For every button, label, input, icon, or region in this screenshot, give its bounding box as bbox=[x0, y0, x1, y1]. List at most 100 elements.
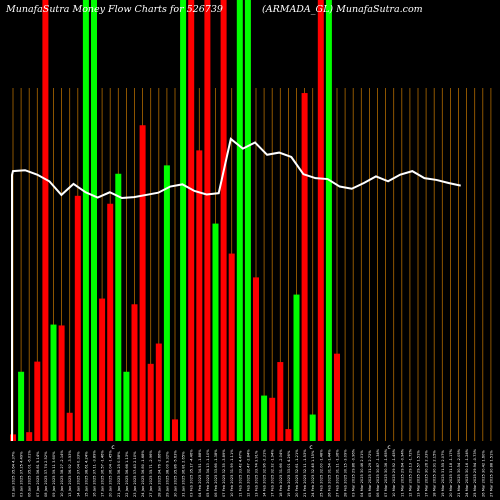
x-tick-label: 24 Feb 2025 32.48 1.15% bbox=[311, 450, 315, 497]
x-tick-label: 07 Feb 2025 32.35 -3.89% bbox=[222, 449, 226, 497]
x-tick-label: 17 Mar 2025 30.26 2.33% bbox=[425, 450, 429, 497]
x-tick-label: 18 Mar 2025 30.91 2.15% bbox=[433, 450, 437, 497]
x-tick-label: 08 Jan 2025 37.74 2.52% bbox=[44, 451, 48, 497]
x-tick-label: 20 Mar 2025 31.18 -1.17% bbox=[449, 448, 453, 497]
price-line bbox=[11, 137, 461, 441]
chart-subtitle: (ARMADA_GL) MunafaSutra.com bbox=[262, 4, 423, 15]
x-tick-label: 13 Feb 2025 33.74 3.91% bbox=[255, 450, 259, 497]
x-tick-label: 26 Feb 2025 31.54 -1.44% bbox=[327, 449, 331, 497]
x-tick-label: 06 Feb 2025 33.66 -1.38% bbox=[214, 449, 218, 497]
chart-title: MunafaSutra Money Flow Charts for 526739 bbox=[5, 4, 223, 15]
money-flow-bar bbox=[66, 412, 73, 441]
money-flow-bar bbox=[301, 93, 308, 442]
x-tick-label: 21 Feb 2025 32.11 -1.53% bbox=[303, 449, 307, 497]
x-tick-label: 05 Mar 2025 31.29 2.72% bbox=[368, 450, 372, 497]
money-flow-bar bbox=[228, 253, 235, 441]
money-flow-bars bbox=[10, 0, 340, 442]
x-tick-label: 19 Feb 2025 33.01 4.26% bbox=[287, 450, 291, 497]
x-tick-label: 21 Jan 2025 36.25 0.58% bbox=[117, 451, 121, 497]
x-tick-label: 20 Jan 2025 36.04 -1.45% bbox=[109, 450, 113, 497]
money-flow-bar bbox=[188, 0, 195, 441]
money-flow-bar bbox=[42, 0, 49, 441]
money-flow-bar bbox=[212, 223, 219, 441]
money-flow-bar bbox=[317, 0, 324, 441]
x-tick-label: 29 Jan 2025 38.00 9.32% bbox=[165, 451, 169, 497]
x-tick-label: 19 Mar 2025 31.55 2.07% bbox=[441, 450, 445, 497]
x-tick-label: 07 Mar 2025 30.36 -1.65% bbox=[384, 448, 388, 497]
money-flow-bar bbox=[155, 343, 162, 441]
money-flow-bar bbox=[34, 361, 41, 441]
money-flow-bar bbox=[334, 353, 340, 441]
x-tick-label: 27 Feb 2025 31.11 -1.36% bbox=[336, 449, 340, 497]
money-flow-bar bbox=[253, 277, 259, 441]
axis-marker: c bbox=[111, 444, 114, 451]
x-tick-label: 09 Jan 2025 39.11 3.60% bbox=[52, 451, 56, 497]
x-tick-label: 12 Feb 2025 32.47 -2.84% bbox=[246, 449, 250, 497]
money-flow-bar bbox=[236, 0, 243, 441]
money-flow-bar bbox=[293, 294, 300, 441]
x-tick-label: 07 Jan 2025 36.81 5.14% bbox=[36, 451, 40, 497]
x-tick-label: 13 Jan 2025 36.92 -3.53% bbox=[68, 450, 72, 497]
x-tick-label: 10 Feb 2025 31.99 -1.11% bbox=[230, 449, 234, 497]
x-tick-label: 06 Jan 2025 35.01 -6.01% bbox=[28, 450, 32, 497]
money-flow-bar bbox=[115, 173, 122, 441]
x-tick-label: 15 Jan 2025 38.61 4.24% bbox=[84, 451, 88, 497]
money-flow-bar bbox=[123, 371, 130, 441]
x-tick-label: 24 Mar 2025 30.16 -1.24% bbox=[465, 448, 469, 497]
money-flow-bar bbox=[147, 363, 154, 441]
x-tick-label: 04 Mar 2025 30.46 2.01% bbox=[360, 450, 364, 497]
x-tick-label: 25 Feb 2025 32.00 -1.48% bbox=[319, 449, 323, 497]
x-tick-label: 10 Mar 2025 29.92 -1.45% bbox=[392, 448, 396, 497]
money-flow-bar bbox=[131, 304, 138, 441]
x-tick-label: 24 Jan 2025 36.80 -1.68% bbox=[141, 450, 145, 497]
x-tick-label: 03 Mar 2025 29.86 -0.96% bbox=[352, 448, 356, 497]
money-flow-bar bbox=[309, 414, 316, 441]
x-tick-label: 10 Jan 2025 38.27 -2.14% bbox=[60, 450, 64, 497]
price-line-layer bbox=[11, 137, 461, 441]
x-tick-label: 28 Feb 2025 30.15 -3.09% bbox=[344, 449, 348, 497]
money-flow-bar bbox=[180, 0, 187, 441]
x-tick-label: 21 Mar 2025 30.54 -2.05% bbox=[457, 448, 461, 497]
money-flow-bar bbox=[50, 324, 57, 441]
money-flow-bar bbox=[269, 397, 276, 441]
money-flow-bar bbox=[139, 125, 146, 441]
x-tick-label: 22 Jan 2025 36.66 1.13% bbox=[125, 451, 129, 497]
x-tick-label: 18 Feb 2025 31.66 -2.04% bbox=[279, 449, 283, 497]
money-flow-bar bbox=[220, 0, 227, 441]
x-tick-label: 30 Jan 2025 35.86 -5.63% bbox=[174, 450, 178, 497]
axis-marker: c bbox=[387, 444, 390, 451]
money-flow-bar bbox=[277, 362, 284, 441]
x-tick-label: 27 Mar 2025 30.88 1.51% bbox=[489, 450, 493, 497]
money-flow-bar bbox=[99, 298, 106, 441]
money-flow-bar bbox=[172, 419, 178, 441]
x-tick-label: 04 Feb 2025 34.51 -1.88% bbox=[198, 449, 202, 497]
money-flow-bar bbox=[325, 0, 332, 441]
x-tick-label: 05 Feb 2025 34.13 -1.10% bbox=[206, 449, 210, 497]
x-tick-label: 14 Jan 2025 37.04 0.33% bbox=[76, 451, 80, 497]
x-tick-label: 02 Jan 2025 35.64 4.37% bbox=[12, 451, 16, 497]
money-flow-bar bbox=[82, 0, 89, 441]
x-tick-label: 13 Mar 2025 29.57 1.51% bbox=[417, 450, 421, 497]
x-tick-label: 31 Jan 2025 36.81 2.65% bbox=[182, 451, 186, 497]
x-tick-label: 27 Jan 2025 35.71 -2.96% bbox=[149, 450, 153, 497]
money-flow-bar bbox=[163, 165, 170, 441]
money-flow-bar bbox=[58, 325, 65, 441]
money-flow-bar bbox=[74, 195, 81, 441]
x-tick-label: 26 Mar 2025 30.42 1.60% bbox=[481, 450, 485, 497]
money-flow-bar bbox=[261, 395, 268, 441]
x-tick-label: 11 Mar 2025 29.64 -0.94% bbox=[400, 448, 404, 497]
x-tick-label: 03 Feb 2025 35.17 -4.46% bbox=[190, 449, 194, 497]
axis-marker: c bbox=[309, 444, 312, 451]
money-flow-bar bbox=[204, 0, 211, 441]
x-tick-label: 12 Mar 2025 29.13 -1.72% bbox=[408, 448, 412, 497]
x-tick-label: 25 Mar 2025 29.94 -0.73% bbox=[473, 448, 477, 497]
x-tick-label: 14 Feb 2025 32.96 -2.31% bbox=[263, 449, 267, 497]
money-flow-bar bbox=[107, 203, 114, 441]
x-tick-label: 17 Feb 2025 32.32 -1.94% bbox=[271, 449, 275, 497]
money-flow-bar bbox=[244, 0, 251, 441]
x-tick-label: 06 Mar 2025 30.87 -1.34% bbox=[376, 448, 380, 497]
x-tick-label: 17 Jan 2025 36.57 -1.46% bbox=[101, 450, 105, 497]
x-tick-label: 03 Jan 2025 37.25 4.49% bbox=[20, 451, 24, 497]
x-axis-tick-labels: 02 Jan 2025 35.64 4.37% 03 Jan 2025 37.25… bbox=[12, 448, 494, 497]
